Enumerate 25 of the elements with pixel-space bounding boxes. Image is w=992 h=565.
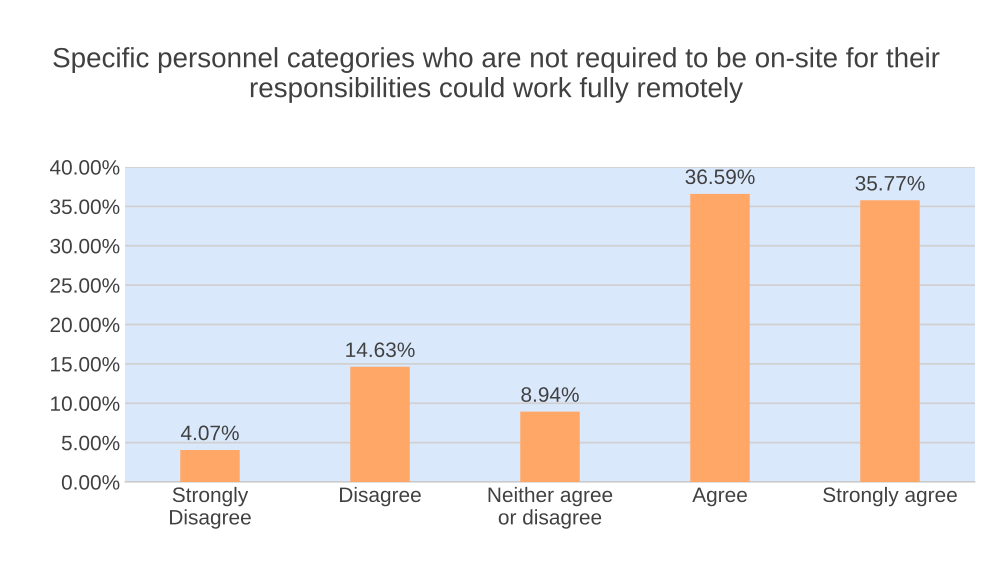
data-label: 4.07% bbox=[180, 426, 239, 440]
y-tick-label: 0.00% bbox=[62, 475, 120, 490]
data-label: 36.59% bbox=[685, 169, 755, 184]
bar bbox=[350, 366, 410, 482]
bar bbox=[520, 412, 580, 482]
data-label: 35.77% bbox=[855, 176, 925, 191]
y-tick-label: 5.00% bbox=[62, 436, 120, 450]
x-tick-label: Strongly Disagree bbox=[170, 486, 251, 529]
chart-title: Specific personnel categories who are not required to be on-site for their responsibilities could work fully remotely bbox=[53, 47, 940, 103]
x-tick-label: Agree bbox=[692, 488, 747, 506]
data-label: 14.63% bbox=[346, 342, 415, 358]
y-tick-label: 10.00% bbox=[51, 396, 120, 412]
y-tick-label: 15.00% bbox=[51, 356, 120, 372]
y-tick-label: 40.00% bbox=[50, 160, 120, 175]
bar bbox=[860, 200, 920, 482]
y-tick-label: 30.00% bbox=[50, 238, 120, 254]
data-label: 8.94% bbox=[521, 387, 579, 402]
x-tick-label: Strongly agree bbox=[823, 486, 957, 506]
x-tick-label: Disagree bbox=[340, 486, 421, 506]
y-tick-label: 20.00% bbox=[50, 318, 120, 332]
y-tick-label: 35.00% bbox=[50, 199, 120, 214]
bar bbox=[180, 450, 240, 482]
x-tick-label: Neither agree or disagree bbox=[488, 486, 612, 529]
y-tick-label: 25.00% bbox=[50, 278, 120, 293]
bar bbox=[690, 194, 750, 482]
